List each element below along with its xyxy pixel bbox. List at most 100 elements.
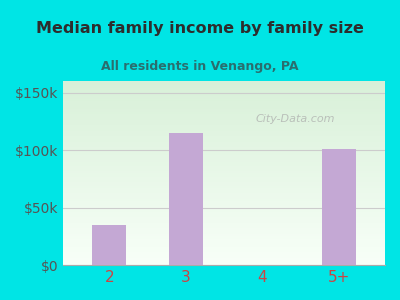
Bar bbox=[63, 116, 385, 118]
Bar bbox=[63, 236, 385, 238]
Bar bbox=[63, 232, 385, 234]
Bar bbox=[63, 133, 385, 134]
Bar bbox=[63, 230, 385, 232]
Bar bbox=[63, 191, 385, 193]
Bar bbox=[63, 147, 385, 149]
Bar bbox=[63, 217, 385, 219]
Bar bbox=[63, 167, 385, 169]
Bar bbox=[63, 201, 385, 203]
Bar bbox=[63, 160, 385, 162]
Bar bbox=[63, 214, 385, 215]
Bar bbox=[63, 134, 385, 136]
Bar bbox=[63, 223, 385, 225]
Bar bbox=[63, 238, 385, 239]
Bar bbox=[63, 202, 385, 204]
Bar bbox=[63, 258, 385, 260]
Bar bbox=[63, 122, 385, 123]
Bar bbox=[63, 208, 385, 210]
Bar bbox=[63, 107, 385, 109]
Bar bbox=[63, 247, 385, 249]
Bar bbox=[63, 180, 385, 182]
Bar bbox=[63, 138, 385, 140]
Bar bbox=[63, 175, 385, 177]
Bar bbox=[63, 221, 385, 223]
Bar bbox=[63, 177, 385, 178]
Bar bbox=[92, 225, 126, 265]
Bar bbox=[63, 127, 385, 129]
Bar bbox=[63, 225, 385, 226]
Bar bbox=[63, 125, 385, 127]
Bar bbox=[63, 210, 385, 212]
Bar bbox=[63, 166, 385, 167]
Bar bbox=[63, 146, 385, 147]
Bar bbox=[63, 228, 385, 230]
Bar bbox=[63, 99, 385, 101]
Bar bbox=[63, 204, 385, 206]
Bar bbox=[63, 182, 385, 184]
Bar bbox=[63, 96, 385, 98]
Bar bbox=[63, 105, 385, 107]
Bar bbox=[63, 103, 385, 105]
Bar bbox=[63, 169, 385, 171]
Bar bbox=[63, 149, 385, 151]
Bar bbox=[63, 245, 385, 247]
Bar bbox=[63, 81, 385, 83]
Bar bbox=[63, 256, 385, 258]
Bar bbox=[63, 90, 385, 92]
Bar bbox=[63, 178, 385, 180]
Bar bbox=[63, 171, 385, 173]
Bar bbox=[63, 162, 385, 164]
Bar bbox=[63, 101, 385, 103]
Bar bbox=[63, 250, 385, 252]
Bar bbox=[63, 142, 385, 144]
Bar bbox=[63, 190, 385, 191]
Bar bbox=[63, 136, 385, 138]
Bar bbox=[63, 98, 385, 99]
Bar bbox=[63, 199, 385, 201]
Bar bbox=[63, 195, 385, 197]
Bar bbox=[63, 83, 385, 85]
Bar bbox=[63, 140, 385, 142]
Bar bbox=[63, 239, 385, 241]
Bar bbox=[63, 112, 385, 114]
Bar bbox=[63, 131, 385, 133]
Bar bbox=[63, 197, 385, 199]
Bar bbox=[63, 188, 385, 190]
Bar bbox=[63, 114, 385, 116]
Bar bbox=[63, 252, 385, 254]
Bar bbox=[63, 157, 385, 158]
Bar bbox=[63, 260, 385, 262]
Bar bbox=[322, 149, 356, 265]
Bar bbox=[63, 151, 385, 153]
Bar bbox=[63, 123, 385, 125]
Bar bbox=[63, 212, 385, 214]
Bar bbox=[63, 85, 385, 86]
Bar bbox=[63, 144, 385, 146]
Bar bbox=[63, 184, 385, 186]
Bar bbox=[63, 94, 385, 96]
Bar bbox=[63, 109, 385, 110]
Text: Median family income by family size: Median family income by family size bbox=[36, 21, 364, 36]
Bar bbox=[63, 234, 385, 236]
Bar bbox=[63, 249, 385, 250]
Bar bbox=[63, 241, 385, 243]
Bar bbox=[63, 215, 385, 217]
Bar bbox=[63, 164, 385, 166]
Bar bbox=[63, 120, 385, 122]
Bar bbox=[63, 243, 385, 245]
Bar bbox=[63, 118, 385, 120]
Bar bbox=[63, 110, 385, 112]
Bar bbox=[63, 263, 385, 265]
Bar bbox=[63, 155, 385, 157]
Bar bbox=[63, 86, 385, 88]
Bar bbox=[63, 153, 385, 155]
Bar bbox=[63, 186, 385, 188]
Bar bbox=[63, 92, 385, 94]
Bar bbox=[63, 219, 385, 221]
Bar bbox=[63, 88, 385, 90]
Bar bbox=[63, 173, 385, 175]
Text: City-Data.com: City-Data.com bbox=[255, 113, 335, 124]
Text: All residents in Venango, PA: All residents in Venango, PA bbox=[101, 60, 299, 73]
Bar bbox=[63, 254, 385, 256]
Bar bbox=[63, 206, 385, 208]
